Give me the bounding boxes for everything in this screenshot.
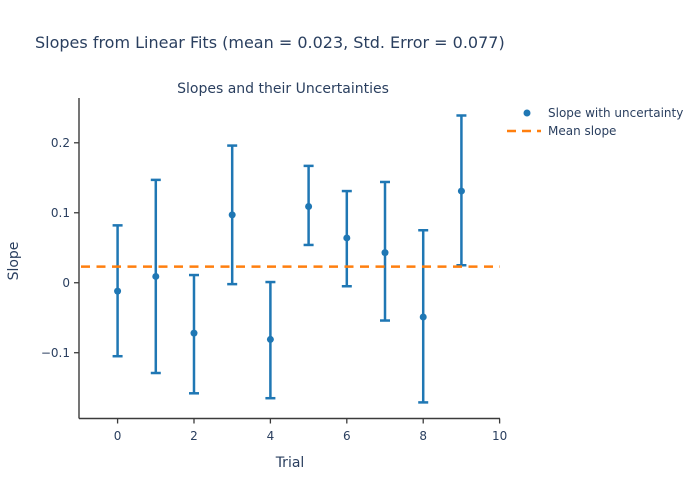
x-tick-label: 6 (343, 429, 351, 443)
error-bar (265, 280, 276, 400)
error-bar (303, 164, 314, 247)
legend-label-slope: Slope with uncertainty (548, 106, 683, 120)
x-tick-label: 8 (419, 429, 427, 443)
error-bar (380, 180, 391, 322)
legend-dot-icon (523, 109, 531, 117)
data-point[interactable] (228, 211, 236, 219)
error-bar (341, 189, 352, 288)
plot-area: 0 2 4 6 8 10 0.2 0.1 0 −0.1 (41, 98, 507, 443)
data-point[interactable] (419, 313, 427, 321)
data-point[interactable] (190, 329, 198, 337)
x-tick-label: 10 (492, 429, 507, 443)
legend-item-slope[interactable]: Slope with uncertainty (523, 106, 684, 120)
error-bar (150, 178, 161, 375)
subplot-title: Slopes and their Uncertainties (177, 81, 389, 97)
error-bar (112, 224, 123, 358)
figure-title: Slopes from Linear Fits (mean = 0.023, S… (35, 33, 505, 52)
data-point[interactable] (457, 187, 465, 195)
data-point[interactable] (152, 272, 160, 280)
y-tick-label: −0.1 (41, 346, 70, 360)
y-tick-label: 0.2 (51, 136, 70, 150)
error-bar (188, 273, 199, 395)
error-bar (227, 144, 238, 286)
y-tick-label: 0 (62, 276, 70, 290)
legend-label-mean: Mean slope (548, 124, 616, 138)
legend: Slope with uncertainty Mean slope (507, 106, 683, 138)
y-tick-label: 0.1 (51, 206, 70, 220)
data-point[interactable] (114, 287, 122, 295)
y-axis-title: Slope (6, 242, 22, 281)
error-bar (418, 229, 429, 404)
data-point[interactable] (381, 249, 389, 257)
x-tick-label: 0 (114, 429, 122, 443)
x-tick-label: 4 (267, 429, 275, 443)
data-point[interactable] (343, 234, 351, 242)
x-tick-label: 2 (190, 429, 198, 443)
legend-item-mean[interactable]: Mean slope (507, 124, 616, 138)
error-bar (456, 114, 467, 267)
data-point[interactable] (266, 335, 274, 343)
x-axis-title: Trial (275, 455, 305, 471)
data-point[interactable] (305, 202, 313, 210)
